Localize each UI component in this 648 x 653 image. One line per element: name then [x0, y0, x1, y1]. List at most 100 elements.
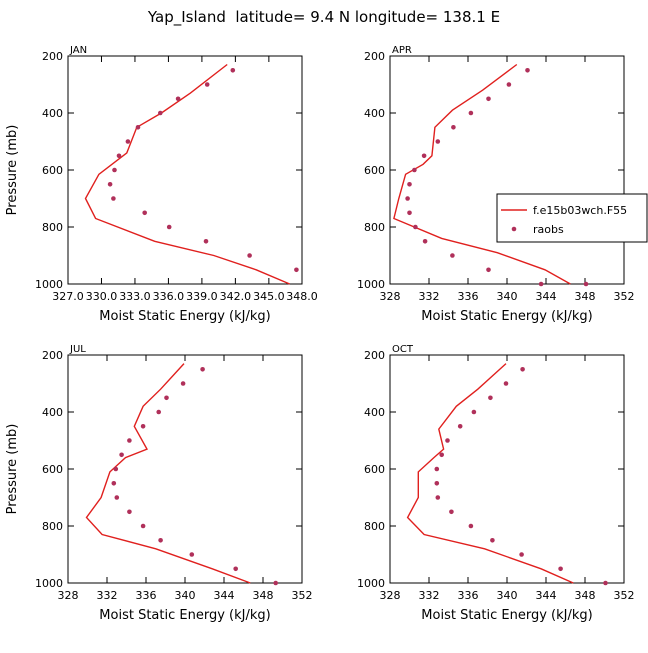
raob-point — [445, 438, 450, 443]
raob-point — [468, 110, 474, 116]
raob-point — [180, 381, 186, 386]
raob-point — [413, 224, 418, 230]
x-tick-label: 332 — [97, 589, 118, 602]
raob-point — [405, 196, 410, 201]
x-tick-label: 348 — [575, 290, 596, 303]
y-tick-label: 1000 — [357, 577, 385, 590]
legend-obs-swatch — [511, 226, 517, 232]
raob-point — [407, 210, 412, 216]
panel-title: APR — [392, 45, 412, 56]
x-tick-label: 340 — [175, 589, 196, 602]
raob-point — [294, 267, 299, 273]
raob-point — [175, 96, 181, 102]
x-tick-label: 344 — [536, 589, 557, 602]
raob-point — [422, 239, 428, 244]
x-tick-label: 332 — [419, 589, 440, 602]
raob-point — [525, 68, 530, 73]
raob-point — [127, 438, 132, 443]
x-axis-title: Moist Static Energy (kJ/kg) — [421, 309, 592, 324]
raob-point — [412, 167, 417, 173]
x-tick-label: 336 — [458, 589, 479, 602]
y-tick-label: 400 — [364, 107, 385, 120]
x-tick-label: 336 — [136, 589, 157, 602]
raob-point — [451, 125, 456, 130]
x-tick-label: 342.0 — [220, 290, 252, 303]
raob-point — [519, 552, 524, 557]
raob-point — [488, 395, 493, 401]
raob-point — [203, 239, 209, 244]
raob-point — [421, 153, 427, 159]
plot-frame — [67, 354, 303, 584]
raob-point — [204, 82, 210, 87]
y-tick-label: 400 — [364, 406, 385, 419]
panel-title: JAN — [69, 45, 87, 56]
raob-point — [273, 580, 279, 586]
x-tick-label: 352 — [614, 290, 635, 303]
y-tick-label: 400 — [42, 107, 63, 120]
x-tick-label: 328 — [380, 589, 401, 602]
raob-point — [127, 509, 132, 515]
raob-point — [114, 495, 120, 500]
raob-point — [164, 395, 169, 401]
raob-point — [156, 409, 161, 415]
x-tick-label: 328 — [58, 589, 79, 602]
x-tick-label: 332 — [419, 290, 440, 303]
raob-point — [189, 552, 195, 557]
x-tick-label: 340 — [497, 589, 518, 602]
raob-point — [486, 267, 491, 273]
raob-point — [407, 182, 412, 187]
x-tick-label: 330.0 — [86, 290, 118, 303]
raob-point — [247, 253, 252, 258]
plot-frame — [389, 354, 625, 584]
x-tick-label: 352 — [292, 589, 313, 602]
y-tick-label: 600 — [42, 164, 63, 177]
panel-oct: OCT 328 332 336 340 344 348 352 200 400 600 800 1000… — [357, 344, 635, 623]
y-tick-label: 600 — [42, 463, 63, 476]
x-tick-label: 344 — [536, 290, 557, 303]
raob-point — [135, 125, 141, 130]
raob-point — [490, 538, 495, 543]
raob-point — [468, 523, 474, 529]
raob-point — [583, 281, 589, 287]
raob-point — [486, 96, 491, 102]
raob-point — [113, 466, 119, 472]
raob-point — [439, 452, 445, 458]
y-tick-label: 200 — [42, 349, 63, 362]
x-tick-label: 344 — [214, 589, 235, 602]
raob-point — [558, 566, 563, 572]
x-tick-label: 340 — [497, 290, 518, 303]
panel-jan: JAN 327.0 330.0 333.0 336.0 339.0 342.0 345.0 34… — [5, 45, 318, 324]
raob-point — [111, 481, 117, 486]
raob-point — [457, 424, 463, 429]
raob-point — [230, 68, 236, 73]
model-profile-line — [85, 363, 251, 584]
legend-model-label: f.e15b03wch.F55 — [533, 204, 627, 217]
model-profile-line — [84, 63, 290, 285]
y-tick-label: 400 — [42, 406, 63, 419]
panel-jul: JUL 328 332 336 340 344 348 352 200 400 600 800 1000… — [5, 344, 313, 623]
raob-point — [435, 495, 441, 500]
x-tick-label: 336 — [458, 290, 479, 303]
y-tick-label: 800 — [364, 520, 385, 533]
panel-apr: APR 328 332 336 340 344 348 352 200 400 600 800 1000… — [357, 45, 635, 324]
y-tick-label: 800 — [42, 520, 63, 533]
raob-point — [538, 281, 544, 287]
raob-point — [434, 466, 440, 472]
x-tick-label: 348 — [575, 589, 596, 602]
raob-point — [434, 481, 440, 486]
raob-point — [503, 381, 509, 386]
y-tick-label: 800 — [364, 221, 385, 234]
y-tick-label: 800 — [42, 221, 63, 234]
y-tick-label: 1000 — [35, 278, 63, 291]
raob-point — [200, 367, 205, 372]
y-axis-title: Pressure (mb) — [5, 424, 20, 515]
y-tick-label: 200 — [364, 50, 385, 63]
model-profile-line — [393, 63, 571, 285]
raob-point — [435, 139, 441, 144]
raob-point — [140, 523, 146, 529]
raob-point — [158, 538, 163, 543]
y-tick-label: 1000 — [35, 577, 63, 590]
x-tick-label: 336.0 — [153, 290, 185, 303]
y-tick-label: 200 — [364, 349, 385, 362]
